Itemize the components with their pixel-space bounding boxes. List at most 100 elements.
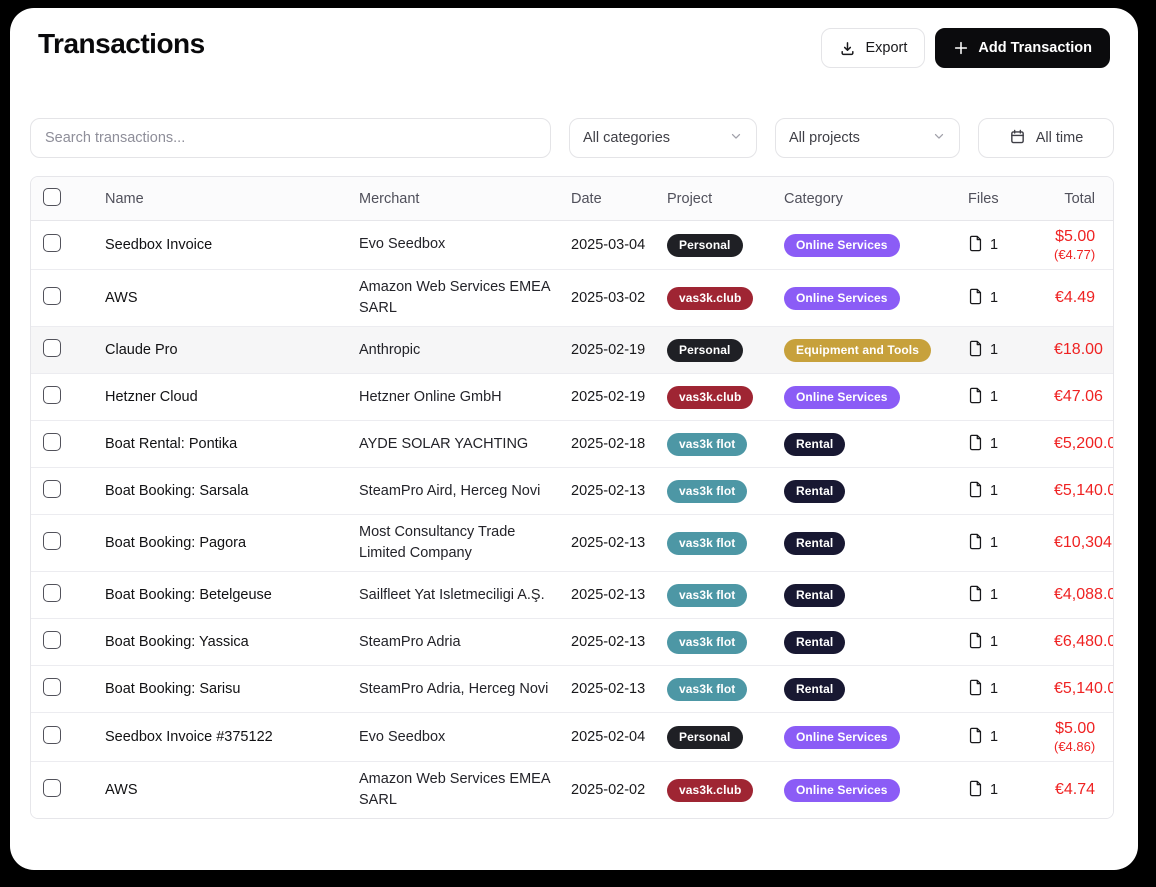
files-count: 1 (990, 782, 999, 799)
page-title: Transactions (38, 28, 205, 59)
transaction-date: 2025-02-13 (571, 587, 646, 604)
total-amount: €4,088.00 (1054, 586, 1113, 604)
transaction-merchant: Sailfleet Yat Isletmeciligi A.Ş. (359, 586, 545, 603)
transaction-name: Seedbox Invoice (105, 237, 213, 253)
transaction-date: 2025-02-04 (571, 729, 646, 746)
project-badge[interactable]: vas3k flot (667, 479, 748, 503)
total-amount: €4.74 (1054, 781, 1095, 799)
project-badge[interactable]: vas3k.club (667, 778, 754, 802)
transaction-date: 2025-03-04 (571, 237, 646, 253)
column-header-merchant: Merchant (359, 190, 420, 207)
row-checkbox[interactable] (43, 678, 61, 697)
transaction-name: AWS (105, 290, 138, 307)
chevron-down-icon (729, 129, 743, 147)
table-row: Boat Booking: Betelgeuse Sailfleet Yat Is… (31, 572, 1113, 620)
transaction-name: Boat Booking: Betelgeuse (105, 587, 272, 604)
project-badge[interactable]: vas3k.club (667, 385, 754, 409)
column-header-category: Category (784, 190, 843, 207)
project-badge[interactable]: vas3k flot (667, 583, 748, 607)
project-badge[interactable]: Personal (667, 338, 743, 362)
column-header-project: Project (667, 190, 713, 207)
files-cell: 1 (968, 427, 1054, 462)
row-checkbox[interactable] (43, 584, 61, 603)
transaction-total: €10,304.00 (1054, 527, 1113, 559)
total-amount: €6,480.00 (1054, 633, 1113, 651)
column-header-name: Name (105, 190, 144, 207)
file-icon (968, 533, 983, 554)
category-badge[interactable]: Equipment and Tools (784, 338, 932, 362)
transaction-total: €4.49 (1054, 282, 1103, 314)
category-badge[interactable]: Online Services (784, 725, 900, 749)
file-icon (968, 434, 983, 455)
project-badge[interactable]: vas3k.club (667, 286, 754, 310)
total-amount: €47.06 (1054, 388, 1103, 406)
files-cell: 1 (968, 281, 1054, 316)
column-header-files: Files (968, 190, 999, 207)
table-row: Boat Booking: Pagora Most Consultancy Tra… (31, 515, 1113, 573)
categories-filter[interactable]: All categories (569, 118, 757, 158)
file-icon (968, 727, 983, 748)
category-badge[interactable]: Rental (784, 432, 846, 456)
column-header-date: Date (571, 190, 602, 207)
project-badge[interactable]: vas3k flot (667, 432, 748, 456)
row-checkbox[interactable] (43, 234, 61, 252)
project-badge[interactable]: vas3k flot (667, 677, 748, 701)
category-badge[interactable]: Rental (784, 677, 846, 701)
files-count: 1 (990, 436, 999, 453)
transaction-name: Seedbox Invoice #375122 (105, 729, 273, 746)
files-cell: 1 (968, 720, 1054, 755)
search-input[interactable] (45, 130, 536, 146)
select-all-checkbox[interactable] (43, 187, 61, 206)
total-amount: €5,140.00 (1054, 680, 1113, 698)
transaction-total: €4.74 (1054, 774, 1103, 806)
files-count: 1 (990, 389, 999, 406)
row-checkbox[interactable] (43, 386, 61, 405)
row-checkbox[interactable] (43, 287, 61, 306)
category-badge[interactable]: Rental (784, 583, 846, 607)
transaction-date: 2025-02-19 (571, 389, 646, 406)
files-cell: 1 (968, 333, 1054, 368)
row-checkbox[interactable] (43, 480, 61, 499)
table-row: Boat Booking: Yassica SteamPro Adria 2025-… (31, 619, 1113, 667)
category-badge[interactable]: Rental (784, 479, 846, 503)
files-count: 1 (990, 483, 999, 500)
category-badge[interactable]: Online Services (784, 286, 900, 310)
total-amount: €10,304.00 (1054, 534, 1113, 552)
row-checkbox[interactable] (43, 433, 61, 452)
total-amount: €4.49 (1054, 289, 1095, 307)
transactions-table: Name Merchant Date Project Category File… (30, 176, 1114, 820)
add-transaction-button[interactable]: Add Transaction (935, 28, 1110, 68)
transaction-total: €5,140.00 (1054, 673, 1113, 705)
row-checkbox[interactable] (43, 631, 61, 650)
projects-filter[interactable]: All projects (775, 118, 960, 158)
row-checkbox[interactable] (43, 779, 61, 798)
project-badge[interactable]: Personal (667, 233, 743, 257)
calendar-icon (1009, 128, 1026, 149)
files-cell: 1 (968, 228, 1054, 263)
project-badge[interactable]: vas3k flot (667, 531, 748, 555)
row-checkbox[interactable] (43, 726, 61, 745)
export-button[interactable]: Export (821, 28, 926, 68)
row-checkbox[interactable] (43, 532, 61, 551)
category-badge[interactable]: Online Services (784, 778, 900, 802)
row-checkbox[interactable] (43, 339, 61, 358)
transaction-total: €5,140.00 (1054, 475, 1113, 507)
transaction-date: 2025-02-13 (571, 634, 646, 651)
project-badge[interactable]: Personal (667, 725, 743, 749)
category-badge[interactable]: Online Services (784, 385, 900, 409)
category-badge[interactable]: Rental (784, 531, 846, 555)
transaction-name: Boat Booking: Sarisu (105, 681, 241, 698)
transaction-total: $5.00 (€4.86) (1054, 713, 1103, 761)
column-header-total: Total (1064, 190, 1095, 207)
transaction-merchant: SteamPro Adria (359, 633, 461, 650)
date-range-value: All time (1035, 130, 1084, 146)
category-badge[interactable]: Rental (784, 630, 846, 654)
files-count: 1 (990, 681, 999, 698)
file-icon (968, 481, 983, 502)
total-amount: $5.00 (1055, 228, 1096, 245)
transaction-name: Boat Booking: Pagora (105, 535, 247, 552)
date-range-filter[interactable]: All time (978, 118, 1114, 158)
project-badge[interactable]: vas3k flot (667, 630, 748, 654)
category-badge[interactable]: Online Services (784, 233, 900, 257)
transaction-merchant: AYDE SOLAR YACHTING (359, 435, 529, 452)
